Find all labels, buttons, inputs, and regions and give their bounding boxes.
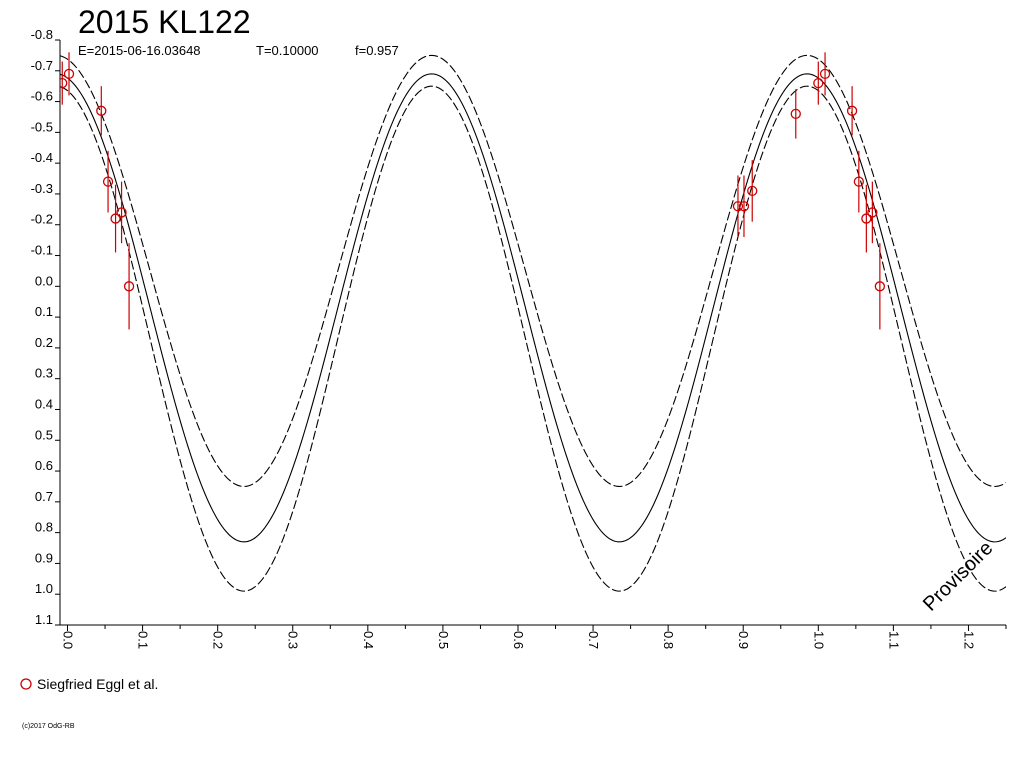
y-tick-label: 0.9: [35, 550, 53, 565]
data-point: [96, 105, 107, 116]
x-tick-label: 1.0: [811, 631, 826, 649]
axes-group: [59, 40, 1006, 626]
data-point: [102, 176, 114, 187]
data-point: [747, 185, 758, 197]
y-tick-label: 0.2: [35, 335, 53, 350]
frequency-label: f=0.957: [355, 43, 399, 58]
y-tick-label: 0.4: [35, 396, 53, 411]
y-tick-label: 0.7: [35, 489, 53, 504]
data-point: [846, 105, 858, 116]
x-tick-label: 0.9: [736, 631, 751, 649]
y-tick-label: 0.3: [35, 366, 53, 381]
x-tick-label: 0.1: [136, 631, 151, 649]
y-tick-label: 0.8: [35, 520, 53, 535]
provisoire-watermark: Provisoire: [919, 537, 997, 615]
x-axis-ticks: 0.0 0.1 0.2 0.3 0.4 0.5 0.6 0.7 0.8 0.9 1.0 1.1 1.2: [61, 625, 1007, 649]
data-point: [867, 207, 878, 218]
model-curve-lower_bound: [60, 85, 1006, 592]
y-tick-label: 1.1: [35, 612, 53, 627]
y-tick-label: 0.6: [35, 458, 53, 473]
y-tick-label: -0.4: [31, 150, 53, 165]
data-point: [874, 281, 886, 292]
y-tick-label: 0.0: [35, 273, 53, 288]
x-tick-label: 0.5: [436, 631, 451, 649]
x-tick-label: 0.3: [286, 631, 301, 649]
x-tick-label: 0.4: [361, 631, 376, 649]
data-point: [123, 281, 135, 292]
y-tick-label: 0.1: [35, 304, 53, 319]
legend-label: Siegfried Eggl et al.: [37, 676, 158, 692]
model-curve-upper_bound: [60, 54, 1006, 488]
data-point: [63, 68, 75, 80]
data-point: [732, 201, 744, 212]
period-label: T=0.10000: [256, 43, 319, 58]
data-point: [738, 201, 750, 212]
data-point: [790, 108, 801, 120]
data-point: [853, 176, 864, 187]
y-tick-label: 0.5: [35, 427, 53, 442]
data-point: [60, 77, 68, 89]
chart-title: 2015 KL122: [78, 4, 251, 40]
x-tick-label: 0.2: [211, 631, 226, 649]
y-tick-label: -0.7: [31, 58, 53, 73]
model-curves: [60, 54, 1006, 592]
data-point: [116, 207, 127, 218]
x-tick-label: 0.0: [61, 631, 76, 649]
x-tick-label: 1.1: [886, 631, 901, 649]
x-tick-label: 0.6: [511, 631, 526, 649]
y-tick-label: 1.0: [35, 581, 53, 596]
data-point: [861, 213, 872, 224]
model-curve-central: [60, 73, 1006, 543]
data-point: [819, 68, 831, 80]
y-tick-label: -0.3: [31, 181, 53, 196]
epoch-label: E=2015-06-16.03648: [78, 43, 201, 58]
data-points: [60, 52, 886, 330]
x-tick-label: 1.2: [961, 631, 976, 649]
y-tick-label: -0.1: [31, 243, 53, 258]
data-point: [110, 213, 121, 224]
y-axis-ticks: -0.8 -0.7 -0.6 -0.5 -0.4 -0.3 -0.2 -0.1 0.0 0.1 0.…: [31, 27, 60, 627]
y-tick-label: -0.6: [31, 89, 53, 104]
data-point: [813, 77, 824, 89]
x-tick-label: 0.8: [661, 631, 676, 649]
y-tick-label: -0.5: [31, 119, 53, 134]
legend: Siegfried Eggl et al.: [20, 676, 158, 692]
y-tick-label: -0.8: [31, 27, 53, 42]
copyright-notice: (c)2017 OdG-RB: [22, 723, 75, 730]
y-tick-label: -0.2: [31, 212, 53, 227]
x-tick-label: 0.7: [586, 631, 601, 649]
legend-marker-icon: [20, 678, 32, 690]
